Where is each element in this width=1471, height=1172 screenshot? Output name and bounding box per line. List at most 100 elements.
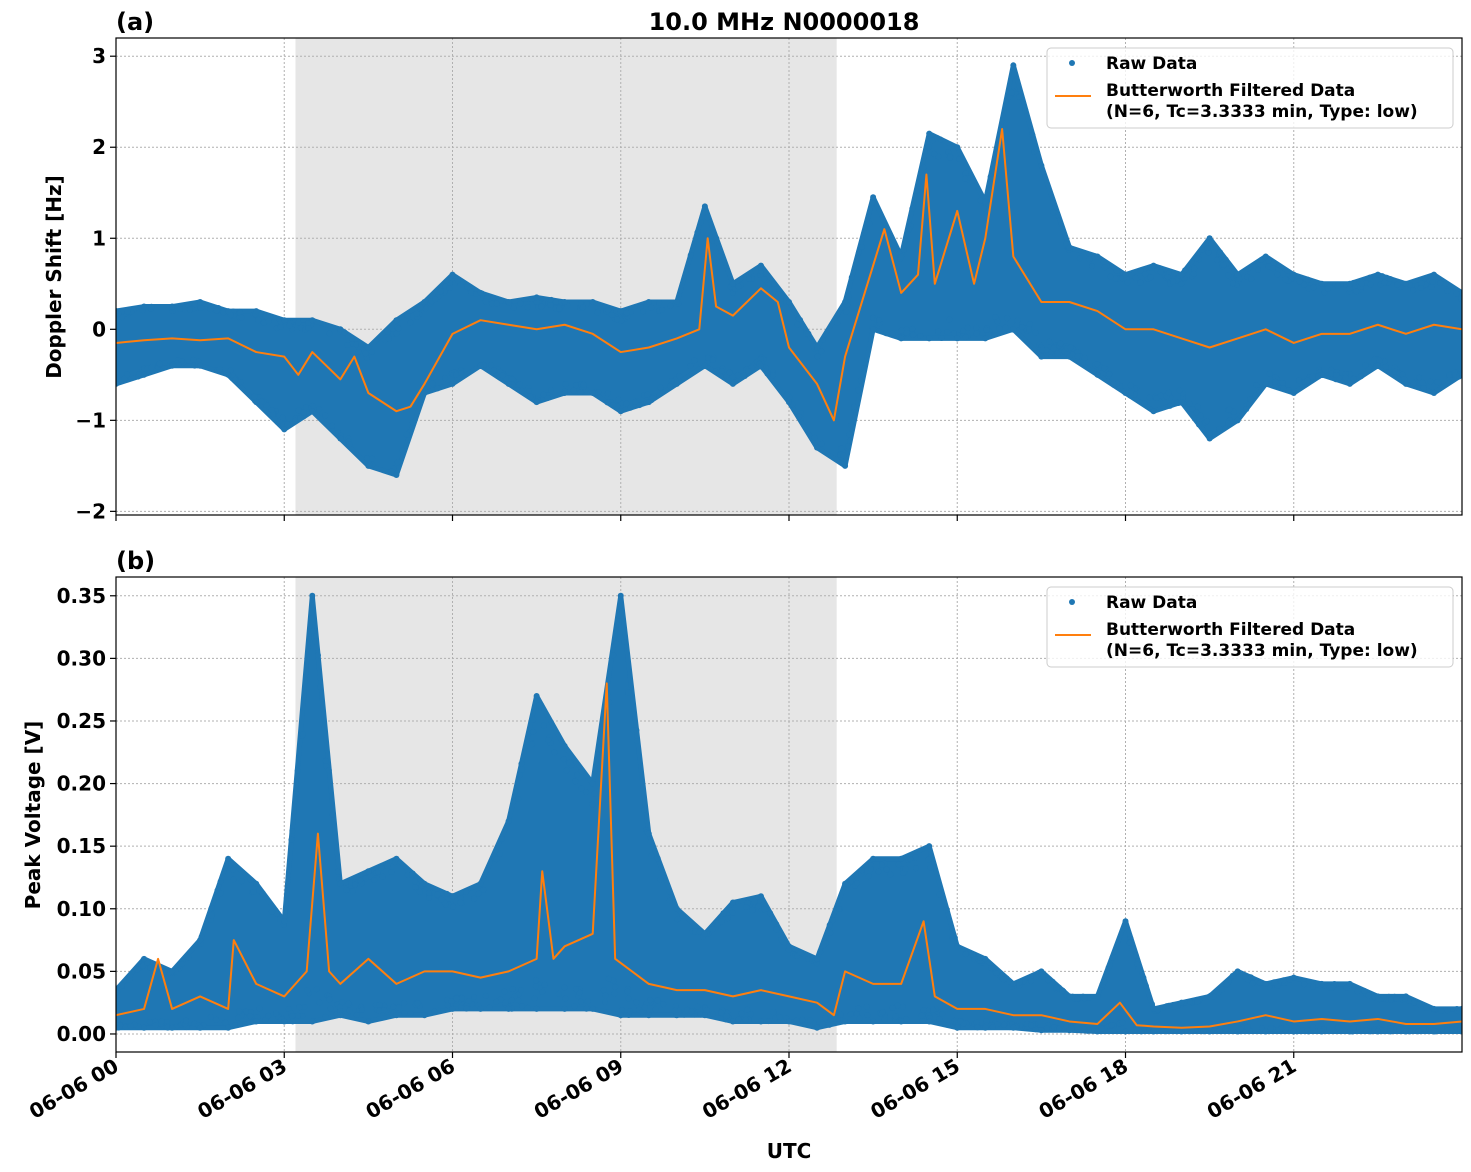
raw-point xyxy=(1291,1023,1298,1030)
raw-point xyxy=(724,915,731,922)
raw-point xyxy=(822,1015,829,1022)
raw-point xyxy=(118,982,125,989)
raw-point xyxy=(583,789,590,796)
raw-point xyxy=(230,876,237,883)
raw-point xyxy=(1206,430,1213,437)
raw-point xyxy=(134,966,141,973)
raw-point xyxy=(962,951,969,958)
raw-point xyxy=(983,326,990,333)
raw-point xyxy=(393,317,400,324)
raw-point xyxy=(404,871,411,878)
raw-point xyxy=(1190,270,1197,277)
raw-point xyxy=(533,298,540,305)
raw-point xyxy=(1059,987,1066,994)
raw-point xyxy=(866,220,873,227)
raw-point xyxy=(742,1016,749,1023)
y-tick-label: −1 xyxy=(75,408,106,432)
raw-point xyxy=(136,371,143,378)
raw-point xyxy=(169,362,176,369)
raw-point xyxy=(465,997,472,1004)
raw-point xyxy=(1419,379,1426,386)
raw-point xyxy=(468,289,475,296)
raw-point xyxy=(1282,276,1289,283)
raw-point xyxy=(314,652,321,659)
raw-point xyxy=(962,170,969,177)
raw-point xyxy=(865,873,872,880)
raw-point xyxy=(1137,267,1144,274)
raw-point xyxy=(1223,981,1230,988)
raw-point xyxy=(1271,979,1278,986)
raw-point xyxy=(296,1004,303,1011)
plot-area-b: 0.35 0.30 0.25 0.20 0.15 0.10 0.05 0.00 06-06 00… xyxy=(25,576,1463,1124)
raw-point xyxy=(826,1021,833,1028)
raw-point xyxy=(1243,405,1250,412)
raw-point xyxy=(891,242,898,249)
raw-point xyxy=(378,864,385,871)
raw-point xyxy=(916,183,923,190)
raw-point xyxy=(421,1012,428,1019)
raw-point xyxy=(243,1008,250,1015)
raw-point xyxy=(570,387,577,394)
raw-point xyxy=(349,888,356,895)
raw-point xyxy=(674,916,681,923)
raw-point xyxy=(814,444,821,451)
raw-point xyxy=(814,955,821,962)
raw-point xyxy=(375,868,382,875)
raw-point xyxy=(1193,409,1200,416)
raw-point xyxy=(1429,278,1436,285)
raw-point xyxy=(401,1000,408,1007)
raw-point xyxy=(525,388,532,395)
raw-point xyxy=(417,304,424,311)
raw-point xyxy=(164,1024,171,1031)
raw-point xyxy=(1028,978,1035,985)
raw-point xyxy=(870,855,877,862)
raw-point xyxy=(982,198,989,205)
raw-point xyxy=(666,888,673,895)
raw-point xyxy=(1367,281,1374,288)
raw-point xyxy=(256,1005,263,1012)
raw-point xyxy=(552,298,559,305)
raw-point xyxy=(1186,998,1193,1005)
raw-point xyxy=(608,312,615,319)
raw-point xyxy=(548,296,555,303)
raw-point xyxy=(1173,1028,1180,1035)
raw-point xyxy=(556,305,563,312)
raw-point xyxy=(1410,999,1417,1006)
raw-point xyxy=(744,1006,751,1013)
raw-point xyxy=(116,1024,119,1031)
raw-point xyxy=(701,362,708,369)
raw-point xyxy=(847,1011,854,1018)
raw-point xyxy=(1453,290,1460,297)
raw-point xyxy=(623,309,630,316)
raw-point xyxy=(796,413,803,420)
raw-point xyxy=(876,317,883,324)
raw-point xyxy=(902,865,909,872)
raw-point xyxy=(962,175,969,182)
raw-point xyxy=(490,367,497,374)
raw-point xyxy=(562,381,569,388)
raw-point xyxy=(1401,376,1408,383)
raw-point xyxy=(919,1018,926,1025)
raw-point xyxy=(1234,968,1241,975)
raw-point xyxy=(515,796,522,803)
raw-point xyxy=(197,937,204,944)
raw-point xyxy=(384,862,391,869)
raw-point xyxy=(1148,1001,1155,1008)
raw-point xyxy=(490,294,497,301)
raw-point xyxy=(407,1010,414,1017)
raw-point xyxy=(1363,1027,1370,1034)
raw-point xyxy=(116,380,119,387)
raw-point xyxy=(648,852,655,859)
raw-point xyxy=(747,1011,754,1018)
raw-point xyxy=(811,434,818,441)
raw-point xyxy=(786,943,792,950)
raw-point xyxy=(532,983,539,990)
raw-point xyxy=(652,1006,659,1013)
raw-point xyxy=(259,890,266,897)
raw-point xyxy=(1381,358,1388,365)
raw-point xyxy=(605,307,612,314)
raw-point xyxy=(797,949,804,956)
raw-point xyxy=(376,1001,383,1008)
raw-point xyxy=(720,910,727,917)
raw-point xyxy=(1230,408,1237,415)
